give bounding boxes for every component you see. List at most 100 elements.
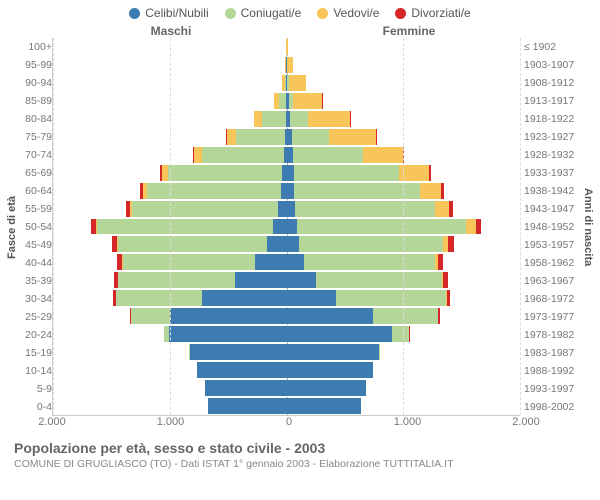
bar-row [53, 74, 520, 92]
age-tick: 10-14 [18, 362, 52, 380]
bar-row [53, 343, 520, 361]
segment [392, 326, 410, 342]
segment [294, 183, 420, 199]
segment [476, 219, 482, 235]
age-tick: 80-84 [18, 110, 52, 128]
bar-row [53, 38, 520, 56]
segment [379, 344, 380, 360]
bar-row [53, 164, 520, 182]
legend-item: Vedovi/e [317, 6, 379, 20]
bar-row [53, 361, 520, 379]
birth-tick: 1968-1972 [524, 290, 582, 308]
segment [278, 201, 286, 217]
legend-swatch [395, 8, 406, 19]
birth-tick: 1958-1962 [524, 254, 582, 272]
segment [279, 93, 286, 109]
gridline [403, 38, 404, 415]
bar-row [53, 182, 520, 200]
segment [123, 254, 255, 270]
legend-item: Celibi/Nubili [129, 6, 208, 20]
segment [287, 326, 392, 342]
age-tick: 70-74 [18, 146, 52, 164]
segment [208, 398, 286, 414]
chart-area: Fasce di età 100+95-9990-9485-8980-8475-… [0, 38, 600, 416]
segment [293, 147, 363, 163]
legend-item: Coniugati/e [225, 6, 302, 20]
segment [169, 326, 287, 342]
x-tick: 1.000 [157, 416, 185, 428]
segment [97, 219, 272, 235]
segment [168, 165, 282, 181]
segment [287, 398, 362, 414]
age-tick: 20-24 [18, 326, 52, 344]
birth-tick: 1923-1927 [524, 128, 582, 146]
age-tick: 85-89 [18, 92, 52, 110]
segment [236, 129, 285, 145]
segment [287, 254, 305, 270]
age-ticks: 100+95-9990-9485-8980-8475-7970-7465-696… [18, 38, 52, 416]
segment [170, 308, 287, 324]
bar-row [53, 379, 520, 397]
segment [287, 344, 379, 360]
segment [287, 308, 373, 324]
segment [304, 254, 435, 270]
segment [289, 75, 306, 91]
header-female: Femmine [290, 24, 528, 38]
segment [299, 236, 443, 252]
chart-subtitle: COMUNE DI GRUGLIASCO (TO) - Dati ISTAT 1… [14, 458, 600, 470]
age-tick: 40-44 [18, 254, 52, 272]
segment [197, 362, 287, 378]
segment [443, 272, 448, 288]
birth-tick: 1973-1977 [524, 308, 582, 326]
age-tick: 25-29 [18, 308, 52, 326]
birth-tick: 1983-1987 [524, 344, 582, 362]
segment [329, 129, 376, 145]
bar-row [53, 307, 520, 325]
birth-tick: 1928-1932 [524, 146, 582, 164]
gridline [520, 38, 521, 415]
segment [287, 39, 288, 55]
gridline [170, 38, 171, 415]
segment [235, 272, 286, 288]
segment [441, 183, 444, 199]
age-tick: 65-69 [18, 164, 52, 182]
age-tick: 95-99 [18, 56, 52, 74]
birth-tick: 1903-1907 [524, 56, 582, 74]
chart-title: Popolazione per età, sesso e stato civil… [14, 440, 600, 456]
segment [190, 344, 287, 360]
age-tick: 100+ [18, 38, 52, 56]
age-tick: 60-64 [18, 182, 52, 200]
age-tick: 45-49 [18, 236, 52, 254]
segment [287, 57, 293, 73]
birth-tick: 1978-1982 [524, 326, 582, 344]
segment [295, 201, 435, 217]
segment [116, 290, 202, 306]
segment [287, 201, 295, 217]
segment [267, 236, 287, 252]
birth-tick: 1913-1917 [524, 92, 582, 110]
segment [290, 111, 308, 127]
yaxis-right-label: Anni di nascita [582, 38, 594, 416]
birth-tick: 1988-1992 [524, 362, 582, 380]
segment [205, 380, 287, 396]
segment [447, 290, 450, 306]
age-tick: 0-4 [18, 398, 52, 416]
segment [147, 183, 281, 199]
legend: Celibi/NubiliConiugati/eVedovi/eDivorzia… [0, 0, 600, 20]
segment [132, 201, 278, 217]
segment [118, 236, 266, 252]
segment [287, 236, 300, 252]
segment [429, 165, 431, 181]
segment [262, 111, 285, 127]
segment [420, 183, 441, 199]
segment [293, 93, 322, 109]
segment [308, 111, 350, 127]
birth-tick: 1933-1937 [524, 164, 582, 182]
segment [373, 308, 438, 324]
segment [273, 219, 287, 235]
segment [466, 219, 475, 235]
birth-tick: 1938-1942 [524, 182, 582, 200]
segment [336, 290, 447, 306]
segment [292, 129, 329, 145]
segment [287, 219, 298, 235]
